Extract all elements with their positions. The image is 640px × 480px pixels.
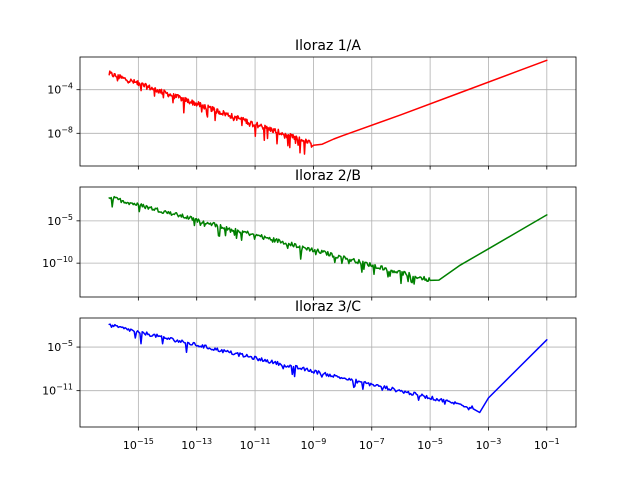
x-tick-label: 10−3	[476, 437, 502, 452]
tick-label-base: 10	[47, 341, 61, 354]
x-tick-label: 10−7	[359, 437, 385, 452]
tick-label-base: 10	[359, 439, 373, 452]
y-tick-label: 10−4	[47, 82, 73, 97]
tick-label-exponent: −10	[56, 255, 73, 264]
tick-label-exponent: −5	[61, 339, 73, 348]
y-tick-label: 10−5	[47, 339, 73, 354]
y-tick-label: 10−8	[47, 125, 73, 140]
x-tick-label: 10−5	[417, 437, 443, 452]
series-line-2	[108, 195, 548, 285]
tick-label-base: 10	[181, 439, 195, 452]
tick-label-base: 10	[42, 257, 56, 270]
tick-label-exponent: −9	[315, 437, 327, 446]
tick-label-base: 10	[47, 127, 61, 140]
tick-label-base: 10	[534, 439, 548, 452]
x-tick-label: 10−1	[534, 437, 560, 452]
x-tick-label: 10−13	[181, 437, 212, 452]
tick-label-base: 10	[42, 385, 56, 398]
tick-label-exponent: −1	[548, 437, 560, 446]
tick-label-base: 10	[47, 215, 61, 228]
tick-label-exponent: −4	[61, 82, 73, 91]
tick-label-exponent: −7	[373, 437, 385, 446]
tick-label-base: 10	[123, 439, 137, 452]
tick-label-base: 10	[301, 439, 315, 452]
tick-label-exponent: −3	[490, 437, 502, 446]
axes-frame	[79, 186, 577, 298]
subplot-title: Iloraz 3/C	[295, 299, 361, 315]
subplot-title: Iloraz 2/B	[295, 168, 361, 184]
tick-label-base: 10	[476, 439, 490, 452]
series-line-1	[108, 59, 548, 155]
tick-label-exponent: −11	[56, 383, 73, 392]
tick-label-exponent: −5	[61, 213, 73, 222]
subplot-3: 10−15 10−13 10−11 10−9 10−7 10−5 10−3 10−110−51…	[42, 299, 577, 452]
series-line-3	[108, 323, 548, 414]
subplot-title: Iloraz 1/A	[295, 38, 361, 54]
tick-label-exponent: −5	[431, 437, 443, 446]
tick-label-exponent: −11	[254, 437, 271, 446]
tick-label-base: 10	[240, 439, 254, 452]
axes-frame	[79, 56, 577, 167]
axes-frame	[79, 317, 577, 428]
tick-label-exponent: −13	[195, 437, 212, 446]
x-tick-label: 10−11	[240, 437, 271, 452]
tick-label-exponent: −8	[61, 125, 73, 134]
y-tick-label: 10−5	[47, 213, 73, 228]
x-tick-label: 10−9	[301, 437, 327, 452]
tick-label-base: 10	[47, 84, 61, 97]
tick-label-exponent: −15	[137, 437, 154, 446]
tick-label-base: 10	[417, 439, 431, 452]
y-tick-label: 10−10	[42, 255, 73, 270]
x-tick-label: 10−15	[123, 437, 154, 452]
y-tick-label: 10−11	[42, 383, 73, 398]
